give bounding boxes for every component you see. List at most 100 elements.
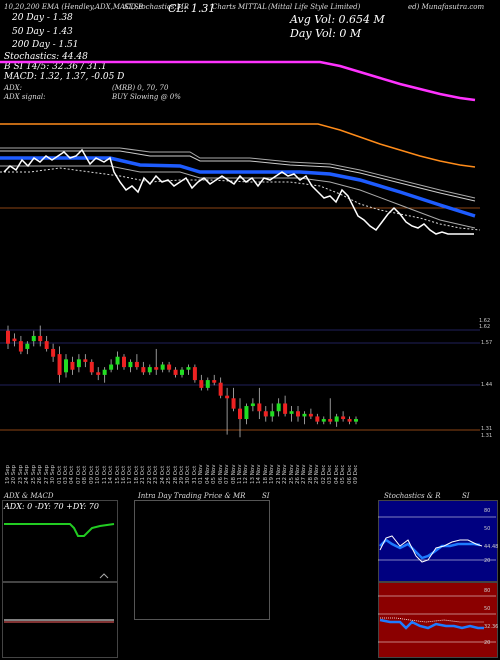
header-line1-far: ed) Munafasutra.com xyxy=(408,3,485,11)
candle-body xyxy=(76,359,81,368)
ema20-line xyxy=(0,156,476,218)
intraday-panel-si: SI xyxy=(262,492,270,500)
candle-body xyxy=(44,341,49,349)
candle-body xyxy=(122,356,126,368)
candle-body xyxy=(321,419,326,422)
stochastics-panel xyxy=(378,500,498,582)
candle-body xyxy=(96,372,101,375)
candle-body xyxy=(199,380,204,388)
candle-body xyxy=(231,398,236,409)
candle-body xyxy=(128,361,133,368)
ema20-label: 20 Day - 1.38 xyxy=(12,13,73,23)
lower-band-line xyxy=(0,165,476,229)
candle-body xyxy=(225,395,230,399)
y-tick-label: 1.31 xyxy=(481,426,493,432)
candle-body xyxy=(25,343,30,349)
y-tick-label: 1.62 xyxy=(479,324,491,330)
candle-body xyxy=(89,361,94,373)
y-tick-label: 1.57 xyxy=(481,340,493,346)
stoch-panel-si: SI xyxy=(462,492,470,500)
upper-band-line-2 xyxy=(0,150,476,202)
candle-body xyxy=(308,413,313,417)
avg-volume-label: Avg Vol: 0.654 M xyxy=(290,13,385,26)
upper-band-line xyxy=(0,147,476,199)
intraday-panel-title: Intra Day Trading Price & MR xyxy=(138,492,246,500)
stoch-k-line xyxy=(379,535,483,563)
candle-body xyxy=(238,408,242,420)
adx-label: ADX: xyxy=(4,84,23,92)
candle-body xyxy=(167,364,172,370)
candle-body xyxy=(289,411,294,414)
candle-body xyxy=(12,338,17,342)
rsi-panel xyxy=(378,582,498,658)
candle-body xyxy=(270,411,275,417)
candle-body xyxy=(115,356,120,365)
candle-body xyxy=(186,367,191,370)
day-volume-label: Day Vol: 0 M xyxy=(290,27,362,40)
header-line1-left: 10,20,200 EMA (Hendley,ADX,MACD,B xyxy=(4,3,144,11)
candle-body xyxy=(57,354,62,375)
candle-body xyxy=(51,348,56,357)
rsi-axis-label: 20 xyxy=(484,640,491,646)
rsi-axis-label: 80 xyxy=(484,588,491,594)
ema50-line xyxy=(0,123,476,168)
rsi-axis-label: 32.36 xyxy=(484,624,499,630)
candle-body xyxy=(154,367,159,370)
stoch-panel-title: Stochastics & R xyxy=(384,492,441,500)
candle-body xyxy=(296,411,300,417)
candle-body xyxy=(302,413,307,417)
candle-body xyxy=(134,361,139,368)
candle-body xyxy=(218,382,223,396)
candle-body xyxy=(315,416,320,422)
candle-body xyxy=(38,335,43,342)
candle-body xyxy=(70,361,75,370)
ema200-label: 200 Day - 1.51 xyxy=(12,40,79,50)
candle-body xyxy=(341,416,346,420)
adx-readout: ADX: 0 -DY: 70 +DY: 70 xyxy=(4,502,99,511)
stoch-axis-label: 50 xyxy=(484,526,491,532)
candle-body xyxy=(263,411,268,417)
adx-di-line xyxy=(4,523,115,537)
candle-body xyxy=(102,369,107,375)
y-tick-label: 1.31 xyxy=(481,433,493,439)
candle-body xyxy=(173,369,178,375)
candle-body xyxy=(109,364,114,370)
candle-body xyxy=(192,367,197,381)
ema50-label: 50 Day - 1.43 xyxy=(12,27,73,37)
candle-body xyxy=(64,359,68,373)
rsi-axis-label: 50 xyxy=(484,606,491,612)
mrb-label: (MRB) 0, 70, 70 xyxy=(112,84,169,92)
stoch-axis-label: 44.48 xyxy=(484,544,499,550)
buying-label: BUY Slowing @ 0% xyxy=(112,93,181,101)
bsi-label: B SI 14/5: 32.36 / 31.1 xyxy=(4,62,107,72)
adx-signal-label: ADX signal: xyxy=(4,93,46,101)
candle-body xyxy=(328,419,333,422)
stoch-axis-label: 80 xyxy=(484,508,491,514)
price-line xyxy=(3,148,474,235)
candle-body xyxy=(147,367,152,373)
candle-body xyxy=(205,380,210,388)
candlestick-chart xyxy=(6,325,358,438)
candle-body xyxy=(18,341,23,352)
header-close-price: CL: 1.31 xyxy=(168,2,216,15)
adx-panel-title: ADX & MACD xyxy=(4,492,54,500)
header-line1-mid2: Charts MITTAL xyxy=(212,3,267,11)
candle-body xyxy=(257,403,262,412)
candle-body xyxy=(347,419,352,422)
candle-body xyxy=(31,335,36,342)
header-line1-mid: SI,Stochastics,MR xyxy=(124,3,190,11)
candle-body xyxy=(250,403,255,407)
stochastics-label: Stochastics: 44.48 xyxy=(4,52,88,62)
candle-body xyxy=(160,364,165,370)
candle-body xyxy=(334,416,339,422)
main-price-chart xyxy=(0,60,481,431)
adx-minor-line xyxy=(99,573,109,579)
rsi-line xyxy=(379,618,484,630)
ema200-line xyxy=(0,60,476,102)
stoch-d-line xyxy=(379,538,481,560)
candle-body xyxy=(244,406,249,420)
